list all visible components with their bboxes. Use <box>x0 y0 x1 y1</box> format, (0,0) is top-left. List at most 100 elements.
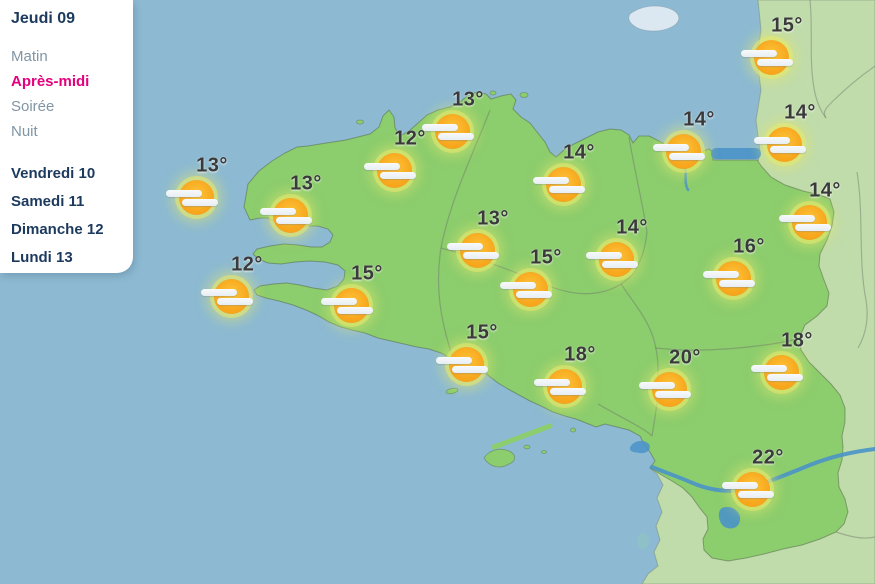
weather-point: 13° <box>260 173 321 237</box>
sun-with-mist-icon <box>434 113 470 149</box>
mist-bar <box>321 297 357 305</box>
period-item[interactable]: Après-midi <box>11 73 90 90</box>
island-jersey <box>628 5 680 32</box>
period-item[interactable]: Nuit <box>11 123 38 140</box>
sun-with-mist-icon <box>651 371 687 407</box>
weather-point: 14° <box>779 180 840 244</box>
temperature-label: 14° <box>784 101 816 124</box>
weather-point: 14° <box>653 109 714 173</box>
temperature-label: 15° <box>530 246 562 269</box>
mist-bar <box>741 49 777 57</box>
weather-point: 18° <box>534 344 595 408</box>
temperature-label: 13° <box>477 207 509 230</box>
mist-bar <box>757 58 793 66</box>
temperature-label: 15° <box>466 321 498 344</box>
temperature-label: 14° <box>563 141 595 164</box>
period-list: Matin Après-midi Soirée Nuit <box>11 44 133 144</box>
weather-point: 14° <box>533 142 594 206</box>
sun-with-mist-icon <box>545 166 581 202</box>
weather-point: 13° <box>422 89 483 153</box>
brittany-region <box>243 91 849 562</box>
mist-bar <box>722 481 758 489</box>
day-item[interactable]: Dimanche 12 <box>11 221 104 238</box>
temperature-label: 12° <box>231 253 263 276</box>
sun-with-mist-icon <box>665 133 701 169</box>
weather-point: 12° <box>201 254 262 318</box>
mist-bar <box>653 143 689 151</box>
sun-with-mist-icon <box>448 346 484 382</box>
weather-point: 15° <box>436 322 497 386</box>
day-item[interactable]: Lundi 13 <box>11 249 73 266</box>
temperature-label: 13° <box>196 154 228 177</box>
mist-bar <box>534 378 570 386</box>
mist-bar <box>550 387 586 395</box>
sun-with-mist-icon <box>272 197 308 233</box>
sun-with-mist-icon <box>546 368 582 404</box>
weather-point: 18° <box>751 330 812 394</box>
mist-bar <box>276 216 312 224</box>
mist-bar <box>639 381 675 389</box>
mist-bar <box>260 207 296 215</box>
mist-bar <box>549 185 585 193</box>
temperature-label: 12° <box>394 127 426 150</box>
selected-day[interactable]: Jeudi 09 <box>11 10 76 27</box>
weather-point: 15° <box>321 263 382 327</box>
quiberon-peninsula <box>491 423 553 450</box>
mist-bar <box>770 145 806 153</box>
weather-point: 20° <box>639 347 700 411</box>
mist-bar <box>754 136 790 144</box>
day-item[interactable]: Samedi 11 <box>11 193 85 210</box>
sun-with-mist-icon <box>213 278 249 314</box>
mist-bar <box>436 356 472 364</box>
weather-point: 15° <box>741 15 802 79</box>
sun-with-mist-icon <box>763 354 799 390</box>
mist-bar <box>447 242 483 250</box>
weather-point: 15° <box>500 247 561 311</box>
temperature-label: 22° <box>752 446 784 469</box>
sun-with-mist-icon <box>512 271 548 307</box>
weather-point: 14° <box>586 217 647 281</box>
mist-bar <box>602 260 638 268</box>
mist-bar <box>751 364 787 372</box>
mist-bar <box>217 297 253 305</box>
sun-with-mist-icon <box>598 241 634 277</box>
day-item[interactable]: Vendredi 10 <box>11 165 96 182</box>
sun-with-mist-icon <box>766 126 802 162</box>
mist-bar <box>500 281 536 289</box>
sun-with-mist-icon <box>791 204 827 240</box>
temperature-label: 16° <box>733 235 765 258</box>
mist-bar <box>655 390 691 398</box>
temperature-label: 14° <box>809 179 841 202</box>
temperature-label: 14° <box>683 108 715 131</box>
temperature-label: 20° <box>669 346 701 369</box>
mist-bar <box>463 251 499 259</box>
temperature-label: 18° <box>781 329 813 352</box>
period-item[interactable]: Matin <box>11 48 48 65</box>
weather-point: 14° <box>754 102 815 166</box>
temperature-label: 13° <box>452 88 484 111</box>
mist-bar <box>337 306 373 314</box>
mist-bar <box>201 288 237 296</box>
mist-bar <box>516 290 552 298</box>
temperature-label: 14° <box>616 216 648 239</box>
sun-with-mist-icon <box>715 260 751 296</box>
mist-bar <box>669 152 705 160</box>
lakes <box>629 440 741 549</box>
weather-point: 12° <box>364 128 425 192</box>
temperature-label: 13° <box>290 172 322 195</box>
sun-with-mist-icon <box>734 471 770 507</box>
temperature-label: 18° <box>564 343 596 366</box>
mist-bar <box>438 132 474 140</box>
mist-bar <box>380 171 416 179</box>
day-period-panel: Jeudi 09 Matin Après-midi Soirée Nuit Vendr… <box>0 0 133 273</box>
period-item[interactable]: Soirée <box>11 98 55 115</box>
weather-point: 13° <box>166 155 227 219</box>
sun-with-mist-icon <box>333 287 369 323</box>
sun-with-mist-icon <box>459 232 495 268</box>
mist-bar <box>166 189 202 197</box>
sun-with-mist-icon <box>376 152 412 188</box>
mist-bar <box>795 223 831 231</box>
mist-bar <box>422 123 458 131</box>
